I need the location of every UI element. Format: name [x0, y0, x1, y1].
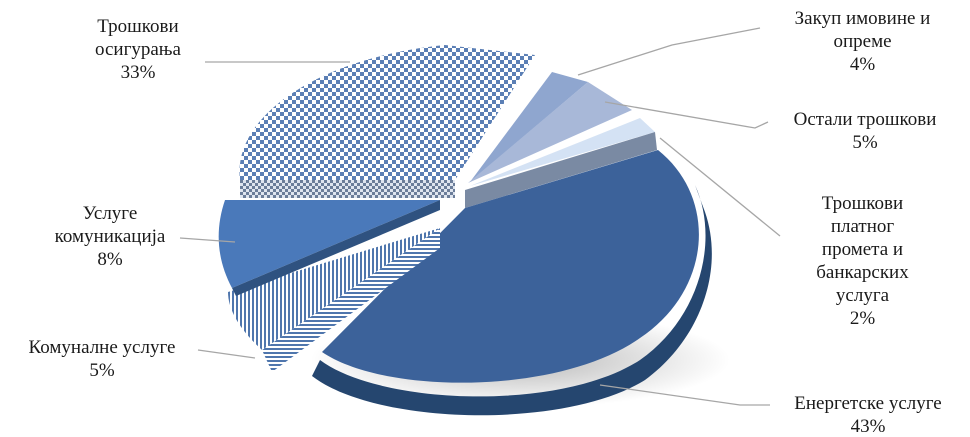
label-ostali-line1: Остали трошкови	[793, 109, 937, 130]
slice-platni-side	[465, 132, 657, 208]
label-platni-line3: промета и	[821, 239, 904, 260]
slice-komunalne-top	[228, 228, 440, 350]
label-platni-line4: банкарских	[816, 262, 909, 283]
label-zakup-pct: 4%	[849, 54, 876, 75]
slice-komunalne-side	[262, 228, 440, 372]
label-zakup: Закуп имовине и опреме 4%	[770, 7, 955, 76]
slice-energetske	[312, 150, 712, 416]
label-osiguranje-line2: осигурања	[95, 39, 181, 60]
label-energetske: Енергетске услуге 43%	[768, 392, 968, 437]
label-energetske-pct: 43%	[850, 416, 886, 437]
slice-zakup-top	[470, 72, 588, 182]
slice-komunikacije	[218, 200, 440, 296]
leader-zakup	[577, 27, 761, 76]
label-osiguranje-line1: Трошкови	[97, 16, 179, 37]
slice-energetske-side	[312, 185, 712, 416]
leader-ostali	[604, 101, 769, 129]
slice-ostali-top	[468, 82, 632, 183]
slice-platni-top	[470, 118, 655, 186]
label-zakup-line1: Закуп имовине и	[794, 8, 931, 29]
label-energetske-line1: Енергетске услуге	[794, 393, 942, 414]
label-platni-pct: 2%	[849, 308, 876, 329]
label-komunikacije: Услуге комуникација 8%	[40, 202, 180, 271]
pie-slices	[218, 45, 712, 416]
slice-trosk-osiguranja	[239, 45, 535, 198]
label-platni-line5: услуга	[835, 285, 890, 306]
label-komunikacije-pct: 8%	[97, 249, 123, 270]
label-komunikacije-line1: Услуге	[82, 203, 138, 224]
label-ostali-pct: 5%	[852, 132, 878, 153]
slice-osiguranje-top	[239, 45, 535, 180]
label-komunalne-pct: 5%	[89, 360, 115, 381]
slice-ostali	[468, 82, 632, 183]
label-platni-line1: Трошкови	[821, 193, 904, 214]
slice-zakup	[470, 72, 588, 182]
leader-komunalne	[197, 349, 256, 359]
slice-komunalne	[228, 228, 440, 372]
label-komunalne: Комуналне услуге 5%	[4, 336, 200, 382]
slice-energetske-top	[322, 150, 699, 383]
label-zakup-line2: опреме	[833, 31, 892, 52]
label-platni: Трошкови платног промета и банкарских ус…	[785, 192, 940, 330]
slice-komunikacije-side	[232, 200, 440, 296]
label-osiguranje: Трошкови осигурања 33%	[76, 15, 200, 84]
leader-platni	[659, 137, 781, 237]
label-ostali: Остали трошкови 5%	[770, 108, 960, 154]
leader-lines	[179, 27, 781, 406]
label-platni-line2: платног	[830, 216, 895, 237]
slice-osiguranje-side	[240, 180, 455, 198]
leader-energetske	[599, 384, 770, 406]
slice-komunikacije-top	[218, 200, 440, 288]
label-osiguranje-pct: 33%	[120, 62, 156, 83]
label-komunikacije-line2: комуникација	[54, 226, 166, 247]
leader-komunikacije	[179, 237, 236, 243]
label-komunalne-line1: Комуналне услуге	[28, 337, 176, 358]
slice-platni	[465, 118, 657, 208]
